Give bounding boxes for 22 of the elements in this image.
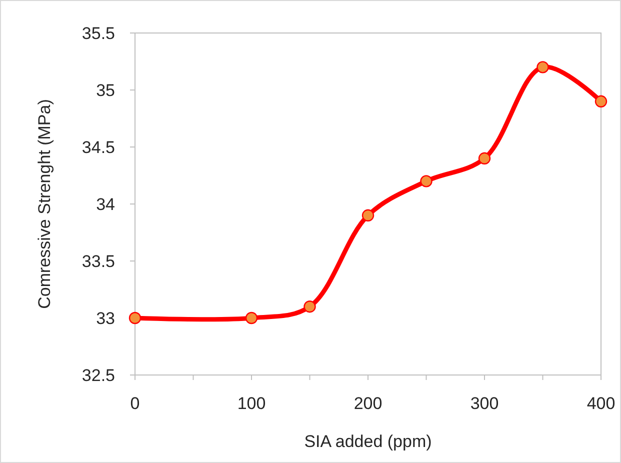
point — [128, 312, 142, 324]
x-tick-label: 100 — [237, 394, 266, 413]
point — [536, 61, 549, 74]
y-axis-title: Comressive Strenght (MPa) — [35, 99, 54, 309]
y-tick-label: 33.5 — [82, 252, 115, 271]
x-tick-label: 0 — [130, 394, 140, 413]
y-tick-label: 34 — [96, 194, 115, 214]
x-axis-title: SIA added (ppm) — [304, 432, 432, 451]
point — [420, 175, 432, 188]
x-tick-label: 300 — [470, 394, 499, 413]
point — [304, 300, 316, 313]
y-tick-label: 32.5 — [82, 366, 115, 385]
x-tick-label: 200 — [354, 394, 382, 413]
y-tick-label: 35 — [96, 80, 115, 100]
point — [478, 152, 491, 164]
x-tick-label: 400 — [586, 394, 616, 413]
y-tick-label: 35.5 — [82, 24, 115, 43]
point — [245, 312, 258, 324]
point — [362, 209, 374, 222]
y-tick-label: 34.5 — [82, 138, 115, 157]
point — [594, 95, 608, 108]
y-tick-label: 33 — [96, 308, 115, 328]
